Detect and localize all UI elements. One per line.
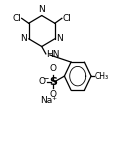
Text: N: N: [38, 5, 45, 14]
Text: −: −: [42, 74, 49, 83]
Text: Cl: Cl: [12, 14, 21, 23]
Text: Na⁺: Na⁺: [39, 96, 56, 105]
Text: N: N: [20, 34, 27, 43]
Text: Cl: Cl: [62, 14, 71, 23]
Text: O: O: [49, 90, 56, 99]
Text: CH₃: CH₃: [93, 72, 108, 81]
Text: HN: HN: [46, 50, 59, 60]
Text: S: S: [48, 77, 56, 87]
Text: O: O: [38, 77, 45, 86]
Text: N: N: [56, 34, 62, 43]
Text: O: O: [49, 64, 56, 73]
